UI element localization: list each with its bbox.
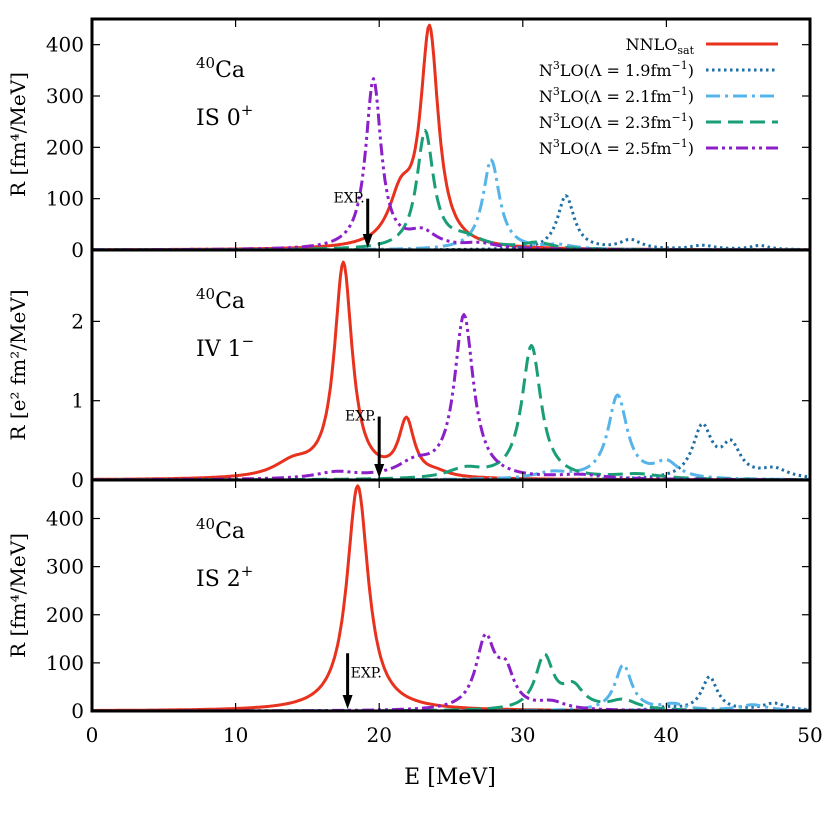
series-line-N3LO_19 [92,422,810,480]
series-line-N3LO_25 [92,313,810,480]
panel-iv1: 0 1 2 R [e² fm²/MeV] 40Ca IV 1− EXP. [6,250,811,492]
x-tick-label: 50 [797,723,822,747]
x-tick-label: 0 [86,723,99,747]
y-tick-label: 1 [71,389,84,413]
y-tick-label: 200 [46,603,84,627]
y-tick-label: 300 [46,555,84,579]
plot-frame [90,17,812,713]
legend-label-N3LO_21: N3LO(Λ = 2.1fm−1) [539,85,694,106]
panels-layer: 0 100 200 300 400 R [fm⁴/MeV] 40Ca IS 0+ EXP. 0 1 2… [6,17,812,723]
x-tick-label: 30 [510,723,535,747]
y-tick-label: 0 [71,699,84,723]
legend-label-N3LO_19: N3LO(Λ = 1.9fm−1) [539,59,694,80]
mode-label: IS 0+ [196,101,253,131]
x-tick-label: 20 [366,723,391,747]
y-axis-label: R [fm⁴/MeV] [6,533,30,658]
exp-label: EXP. [345,409,376,425]
y-tick-label: 300 [46,84,84,108]
y-tick-label: 100 [46,651,84,675]
y-tick-label: 100 [46,187,84,211]
series-line-N3LO_23 [92,652,810,711]
series-line-N3LO_25 [92,77,810,250]
series-line-N3LO_23 [92,344,810,480]
panel-is2: 0 100 200 300 400 R [fm⁴/MeV] 40Ca IS 2+ EXP. [6,480,811,723]
y-tick-label: 200 [46,135,84,159]
legend-label-N3LO_23: N3LO(Λ = 2.3fm−1) [539,111,694,132]
x-tick-label: 10 [223,723,248,747]
exp-arrow-head [342,695,353,709]
legend-label-NNLOsat: NNLOsat [626,35,695,57]
nucleus-label: 40Ca [196,285,245,314]
y-axis-label: R [e² fm²/MeV] [6,289,30,440]
legend-label-N3LO_25: N3LO(Λ = 2.5fm−1) [539,137,694,158]
y-tick-label: 2 [71,309,84,333]
mode-label: IV 1− [196,332,254,362]
series-line-N3LO_23 [92,129,810,250]
series-line-N3LO_25 [92,632,810,711]
series-line-N3LO_19 [92,194,810,250]
y-axis-label: R [fm⁴/MeV] [6,72,30,197]
y-tick-label: 400 [46,507,84,531]
exp-arrow-head [362,234,373,248]
x-tick-label: 40 [654,723,679,747]
mode-label: IS 2+ [196,562,253,592]
x-axis-label: E [MeV] [404,765,496,790]
nucleus-label: 40Ca [196,54,245,83]
exp-label: EXP. [351,665,382,681]
y-tick-label: 400 [46,33,84,57]
x-axis: 0 10 20 30 40 50 [86,723,823,747]
y-tick-label: 0 [71,468,84,492]
y-tick-label: 0 [71,238,84,262]
exp-label: EXP. [333,191,364,207]
exp-arrow-head [374,464,385,478]
nucleus-label: 40Ca [196,515,245,544]
